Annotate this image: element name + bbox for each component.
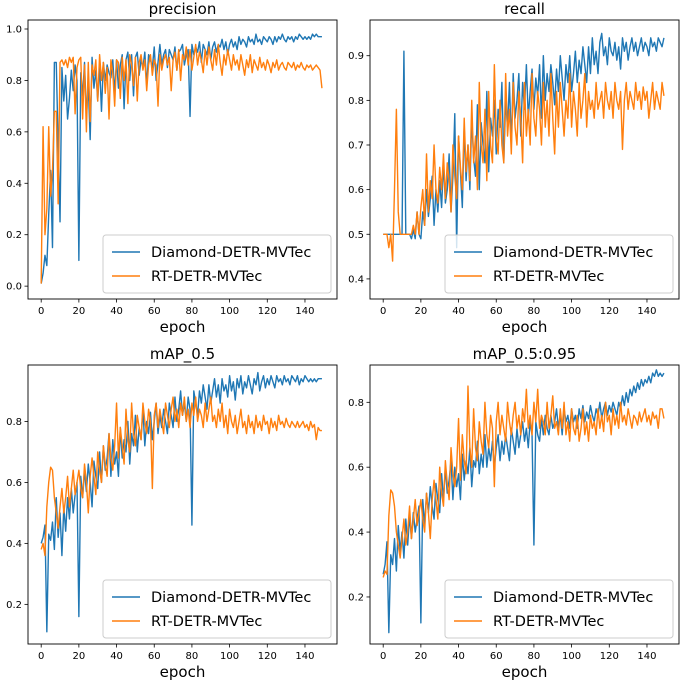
x-tick-label: 0 [38, 306, 44, 317]
series-line-diamond [40, 371, 322, 633]
x-tick-label: 60 [490, 651, 503, 662]
chart-panel-3: mAP_0.5 0 20 40 60 80 100 120 140 0.2 0.4 0.6 0.8 epo… [6, 345, 338, 681]
x-axis-label: epoch [160, 663, 206, 681]
x-tick-label: 140 [295, 306, 314, 317]
plot-frame [27, 364, 338, 645]
plot-frame [27, 19, 338, 300]
y-tick-label: 1.0 [6, 25, 22, 36]
y-tick-label: 0.5 [348, 230, 364, 241]
x-tick-label: 80 [528, 306, 541, 317]
chart-panel-4: mAP_0.5:0.95 0 20 40 60 80 100 120 140 0.2 0.4 0.6 0… [348, 345, 680, 681]
y-tick-label: 0.4 [6, 539, 22, 550]
chart-title: mAP_0.5:0.95 [473, 345, 577, 364]
y-tick-label: 0.8 [6, 76, 22, 87]
x-tick-label: 140 [637, 306, 656, 317]
legend: Diamond-DETR-MVTec RT-DETR-MVTec [444, 234, 674, 294]
x-axis-label: epoch [502, 663, 548, 681]
series-line-diamond [382, 369, 665, 634]
x-tick-label: 60 [148, 651, 161, 662]
legend-label: Diamond-DETR-MVTec [151, 590, 311, 606]
y-tick-label: 0.6 [348, 185, 364, 196]
chart-title: mAP_0.5 [150, 345, 215, 364]
x-tick-label: 40 [110, 306, 123, 317]
y-tick-label: 0.6 [348, 463, 364, 474]
x-tick-label: 60 [148, 306, 161, 317]
plot-frame [369, 19, 680, 300]
y-tick-label: 0.8 [348, 398, 364, 409]
y-tick-label: 0.4 [348, 528, 364, 539]
x-tick-label: 20 [415, 651, 428, 662]
series-line-rtdetr [40, 43, 323, 284]
x-tick-label: 40 [452, 306, 465, 317]
legend-box [102, 234, 332, 294]
legend-label: Diamond-DETR-MVTec [151, 245, 311, 261]
chart-panel-2: recall 0 20 40 60 80 100 120 140 0.4 0.5 0.6 0.7 0.8 0… [348, 0, 680, 336]
x-tick-label: 20 [73, 306, 86, 317]
chart-panel-1: precision 0 20 40 60 80 100 120 140 0.0 0.2 0.4 0.6 0… [6, 0, 338, 336]
legend-label: RT-DETR-MVTec [151, 269, 262, 285]
y-tick-label: 0.8 [348, 96, 364, 107]
y-tick-label: 0.7 [348, 140, 364, 151]
y-tick-label: 0.2 [6, 230, 22, 241]
y-tick-label: 0.8 [6, 417, 22, 428]
y-tick-label: 0.9 [348, 51, 364, 62]
y-tick-label: 0.2 [6, 600, 22, 611]
x-tick-label: 60 [490, 306, 503, 317]
legend-box [444, 579, 674, 639]
x-tick-label: 20 [415, 306, 428, 317]
y-tick-label: 0.2 [348, 592, 364, 603]
legend-label: RT-DETR-MVTec [151, 614, 262, 630]
y-tick-label: 0.6 [6, 127, 22, 138]
chart-title: recall [504, 0, 545, 18]
y-tick-label: 0.0 [6, 282, 22, 293]
chart-title: precision [149, 0, 217, 18]
legend: Diamond-DETR-MVTec RT-DETR-MVTec [102, 234, 332, 294]
legend-label: Diamond-DETR-MVTec [493, 245, 653, 261]
x-tick-label: 140 [637, 651, 656, 662]
x-tick-label: 120 [600, 651, 619, 662]
x-tick-label: 0 [380, 651, 386, 662]
x-tick-label: 80 [528, 651, 541, 662]
x-axis-label: epoch [502, 318, 548, 336]
legend: Diamond-DETR-MVTec RT-DETR-MVTec [102, 579, 332, 639]
series-line-rtdetr [40, 396, 322, 557]
x-tick-label: 100 [562, 651, 581, 662]
y-tick-label: 0.6 [6, 478, 22, 489]
legend-box [444, 234, 674, 294]
x-tick-label: 120 [258, 651, 277, 662]
x-tick-label: 120 [258, 306, 277, 317]
x-tick-label: 80 [186, 306, 199, 317]
x-axis-label: epoch [160, 318, 206, 336]
x-tick-label: 40 [110, 651, 123, 662]
x-tick-label: 100 [220, 651, 239, 662]
x-tick-label: 100 [220, 306, 239, 317]
x-tick-label: 0 [380, 306, 386, 317]
x-tick-label: 20 [73, 651, 86, 662]
x-tick-label: 40 [452, 651, 465, 662]
x-tick-label: 100 [562, 306, 581, 317]
legend-label: Diamond-DETR-MVTec [493, 590, 653, 606]
legend-label: RT-DETR-MVTec [493, 614, 604, 630]
x-tick-label: 80 [186, 651, 199, 662]
series-line-rtdetr [382, 385, 665, 578]
plot-frame [369, 364, 680, 645]
y-tick-label: 0.4 [348, 274, 364, 285]
y-tick-label: 0.4 [6, 179, 22, 190]
legend: Diamond-DETR-MVTec RT-DETR-MVTec [444, 579, 674, 639]
series-line-rtdetr [383, 63, 665, 262]
x-tick-label: 140 [295, 651, 314, 662]
legend-label: RT-DETR-MVTec [493, 269, 604, 285]
x-tick-label: 0 [38, 651, 44, 662]
x-tick-label: 120 [600, 306, 619, 317]
legend-box [102, 579, 332, 639]
